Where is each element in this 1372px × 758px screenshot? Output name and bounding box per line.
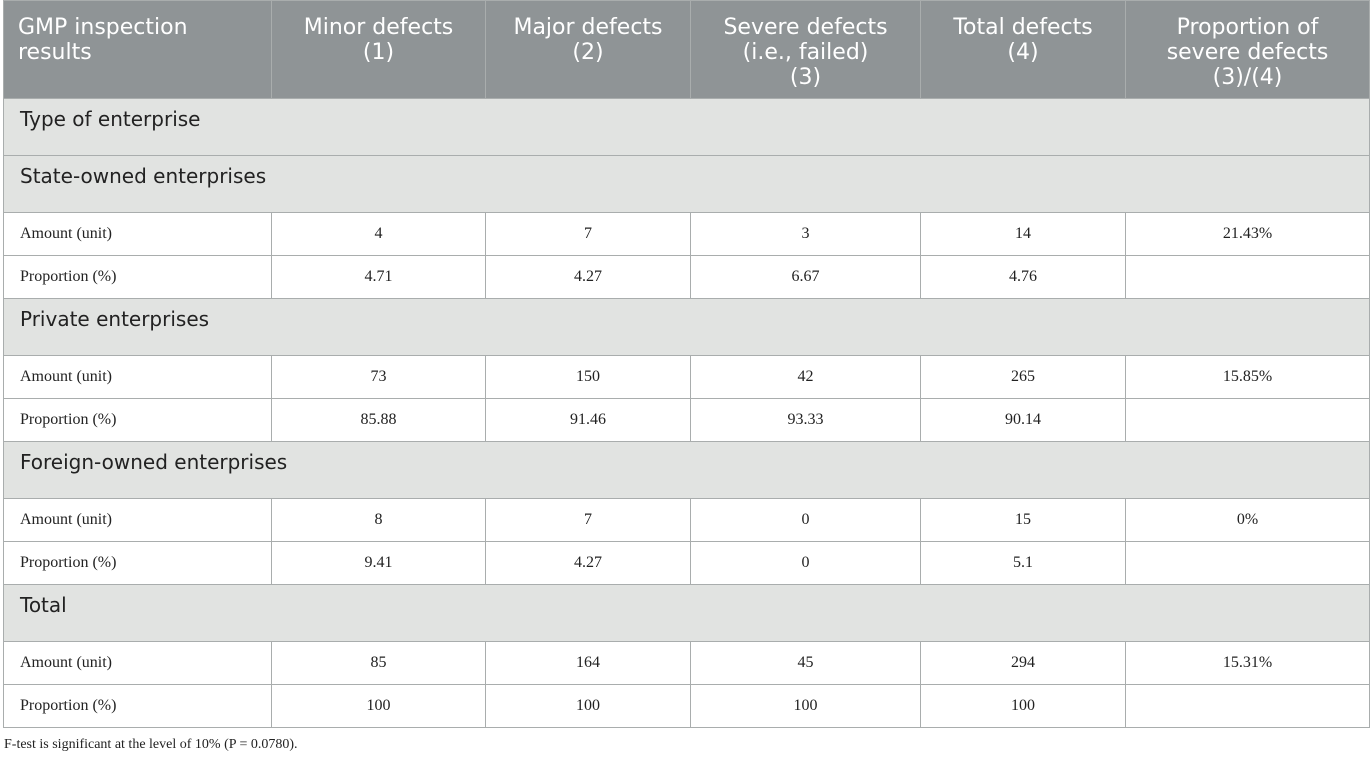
row-label: Proportion (%) [3,684,272,728]
header-minor-defects: Minor defects (1) [271,0,486,99]
header-total-defects: Total defects (4) [920,0,1126,99]
header-row: GMP inspection results Minor defects (1)… [3,0,1370,99]
cell-total: 90.14 [920,398,1126,442]
group-title: Foreign-owned enterprises [3,441,1370,499]
table-row: Proportion (%) 9.41 4.27 0 5.1 [3,541,1370,585]
row-label: Proportion (%) [3,541,272,585]
cell-severe: 100 [690,684,921,728]
cell-proportion-severe: 0% [1125,498,1370,542]
cell-proportion-severe: 15.85% [1125,355,1370,399]
section-title: Type of enterprise [3,98,1370,156]
row-label: Amount (unit) [3,355,272,399]
cell-total: 5.1 [920,541,1126,585]
table-row: Amount (unit) 85 164 45 294 15.31% [3,641,1370,685]
cell-proportion-severe [1125,398,1370,442]
table-header: GMP inspection results Minor defects (1)… [3,0,1370,99]
table-row: Amount (unit) 73 150 42 265 15.85% [3,355,1370,399]
cell-proportion-severe: 21.43% [1125,212,1370,256]
cell-severe: 42 [690,355,921,399]
group-row: Foreign-owned enterprises [3,441,1370,499]
cell-minor: 4 [271,212,486,256]
cell-minor: 85 [271,641,486,685]
header-proportion-severe: Proportion of severe defects (3)/(4) [1125,0,1370,99]
cell-minor: 8 [271,498,486,542]
table-row: Proportion (%) 100 100 100 100 [3,684,1370,728]
cell-major: 164 [485,641,691,685]
cell-minor: 100 [271,684,486,728]
section-row: Type of enterprise [3,98,1370,156]
row-label: Amount (unit) [3,212,272,256]
cell-severe: 0 [690,541,921,585]
header-severe-defects: Severe defects (i.e., failed) (3) [690,0,921,99]
group-row: Private enterprises [3,298,1370,356]
table-row: Amount (unit) 4 7 3 14 21.43% [3,212,1370,256]
cell-proportion-severe [1125,684,1370,728]
header-major-defects: Major defects (2) [485,0,691,99]
group-title: Total [3,584,1370,642]
cell-total: 294 [920,641,1126,685]
cell-severe: 3 [690,212,921,256]
cell-major: 4.27 [485,255,691,299]
table-row: Amount (unit) 8 7 0 15 0% [3,498,1370,542]
cell-total: 4.76 [920,255,1126,299]
cell-severe: 0 [690,498,921,542]
row-label: Proportion (%) [3,255,272,299]
header-gmp-results: GMP inspection results [3,0,272,99]
cell-severe: 93.33 [690,398,921,442]
table-body: Type of enterprise State-owned enterpris… [3,98,1370,728]
cell-minor: 73 [271,355,486,399]
defects-table: GMP inspection results Minor defects (1)… [3,0,1370,728]
cell-major: 4.27 [485,541,691,585]
row-label: Amount (unit) [3,498,272,542]
group-title: State-owned enterprises [3,155,1370,213]
group-title: Private enterprises [3,298,1370,356]
table-row: Proportion (%) 4.71 4.27 6.67 4.76 [3,255,1370,299]
cell-proportion-severe: 15.31% [1125,641,1370,685]
cell-minor: 9.41 [271,541,486,585]
cell-severe: 6.67 [690,255,921,299]
cell-major: 7 [485,498,691,542]
cell-severe: 45 [690,641,921,685]
cell-total: 265 [920,355,1126,399]
cell-proportion-severe [1125,255,1370,299]
cell-minor: 4.71 [271,255,486,299]
table-footnote: F-test is significant at the level of 10… [4,737,298,752]
cell-major: 150 [485,355,691,399]
cell-major: 7 [485,212,691,256]
cell-major: 91.46 [485,398,691,442]
cell-proportion-severe [1125,541,1370,585]
group-row: State-owned enterprises [3,155,1370,213]
cell-major: 100 [485,684,691,728]
table-row: Proportion (%) 85.88 91.46 93.33 90.14 [3,398,1370,442]
cell-minor: 85.88 [271,398,486,442]
row-label: Amount (unit) [3,641,272,685]
group-row: Total [3,584,1370,642]
cell-total: 14 [920,212,1126,256]
row-label: Proportion (%) [3,398,272,442]
cell-total: 100 [920,684,1126,728]
cell-total: 15 [920,498,1126,542]
